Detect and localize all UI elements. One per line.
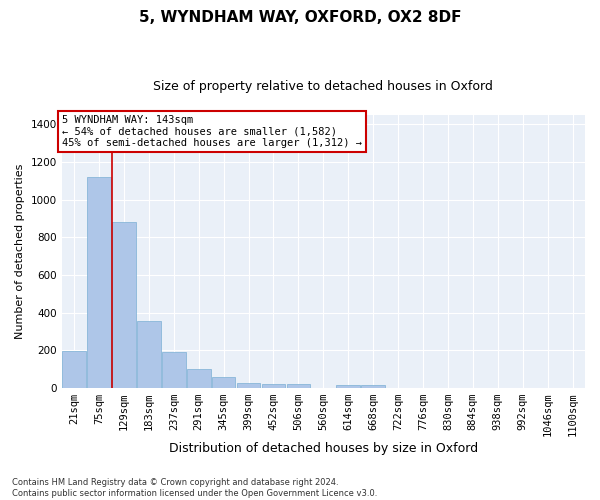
Text: 5 WYNDHAM WAY: 143sqm
← 54% of detached houses are smaller (1,582)
45% of semi-d: 5 WYNDHAM WAY: 143sqm ← 54% of detached …: [62, 115, 362, 148]
Bar: [137, 321, 161, 388]
X-axis label: Distribution of detached houses by size in Oxford: Distribution of detached houses by size …: [169, 442, 478, 455]
Bar: [112, 222, 136, 388]
Bar: [212, 378, 235, 388]
Bar: [187, 370, 211, 388]
Bar: [87, 177, 111, 388]
Bar: [237, 383, 260, 388]
Text: 5, WYNDHAM WAY, OXFORD, OX2 8DF: 5, WYNDHAM WAY, OXFORD, OX2 8DF: [139, 10, 461, 25]
Bar: [337, 385, 360, 388]
Bar: [62, 351, 86, 388]
Bar: [287, 384, 310, 388]
Bar: [262, 384, 286, 388]
Y-axis label: Number of detached properties: Number of detached properties: [15, 164, 25, 339]
Bar: [361, 385, 385, 388]
Bar: [162, 352, 185, 388]
Text: Contains HM Land Registry data © Crown copyright and database right 2024.
Contai: Contains HM Land Registry data © Crown c…: [12, 478, 377, 498]
Title: Size of property relative to detached houses in Oxford: Size of property relative to detached ho…: [154, 80, 493, 93]
